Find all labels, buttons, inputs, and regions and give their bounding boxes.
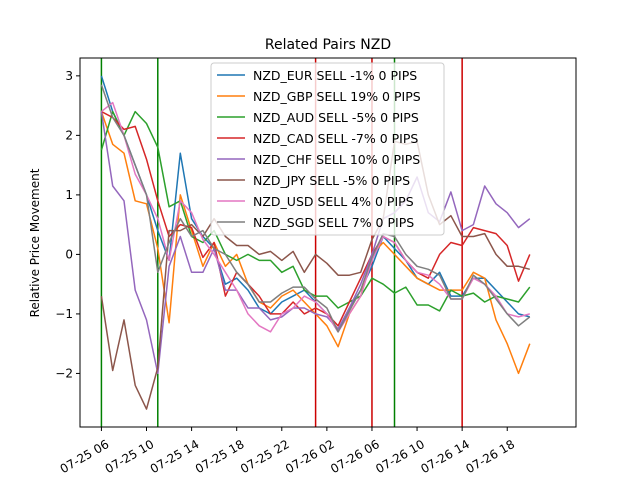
y-tick-label: 2 xyxy=(65,128,73,142)
y-axis-label: Relative Price Movement xyxy=(28,168,42,317)
legend-entry: NZD_CHF SELL 10% 0 PIPS xyxy=(253,152,420,167)
series-line-nzd_chf xyxy=(100,111,531,375)
x-tick-label: 07-25 18 xyxy=(193,437,247,476)
y-tick-label: −1 xyxy=(55,307,73,321)
chart-title: Related Pairs NZD xyxy=(265,37,391,53)
y-tick-label: 3 xyxy=(65,69,73,83)
axes-frame xyxy=(79,57,577,428)
legend-entry: NZD_JPY SELL -5% 0 PIPS xyxy=(253,173,410,188)
series-line-nzd_cad xyxy=(101,110,531,327)
legend-entry: NZD_GBP SELL 19% 0 PIPS xyxy=(253,89,421,104)
series-line-nzd_aud xyxy=(100,110,531,312)
legend: NZD_EUR SELL -1% 0 PIPS NZD_GBP SELL 19% … xyxy=(210,62,445,236)
series-line-nzd_sgd xyxy=(100,84,531,333)
y-tick-label: −2 xyxy=(55,366,73,380)
x-tick-label: 07-25 06 xyxy=(58,437,112,476)
legend-entry: NZD_EUR SELL -1% 0 PIPS xyxy=(253,68,417,83)
legend-entry: NZD_USD SELL 4% 0 PIPS xyxy=(253,194,414,209)
series-line-nzd_jpy xyxy=(100,140,530,410)
legend-entry: NZD_CAD SELL -7% 0 PIPS xyxy=(253,131,418,146)
x-tick-label: 07-26 18 xyxy=(463,437,517,476)
x-tick-label: 07-25 14 xyxy=(148,437,202,476)
y-axis: −2 −1 0 1 2 3 xyxy=(55,69,80,380)
x-tick-label: 07-25 22 xyxy=(238,437,292,476)
x-tick-label: 07-25 10 xyxy=(103,437,157,476)
legend-entry: NZD_AUD SELL -5% 0 PIPS xyxy=(253,110,419,125)
x-tick-label: 07-26 02 xyxy=(283,437,337,476)
legend-entry: NZD_SGD SELL 7% 0 PIPS xyxy=(253,215,414,230)
x-tick-label: 07-26 10 xyxy=(373,437,427,476)
y-tick-label: 1 xyxy=(65,188,73,202)
legend-box xyxy=(210,62,445,236)
x-tick-label: 07-26 14 xyxy=(418,437,472,476)
x-tick-label: 07-26 06 xyxy=(328,437,382,476)
plot-area xyxy=(79,57,577,428)
y-tick-label: 0 xyxy=(65,247,73,261)
